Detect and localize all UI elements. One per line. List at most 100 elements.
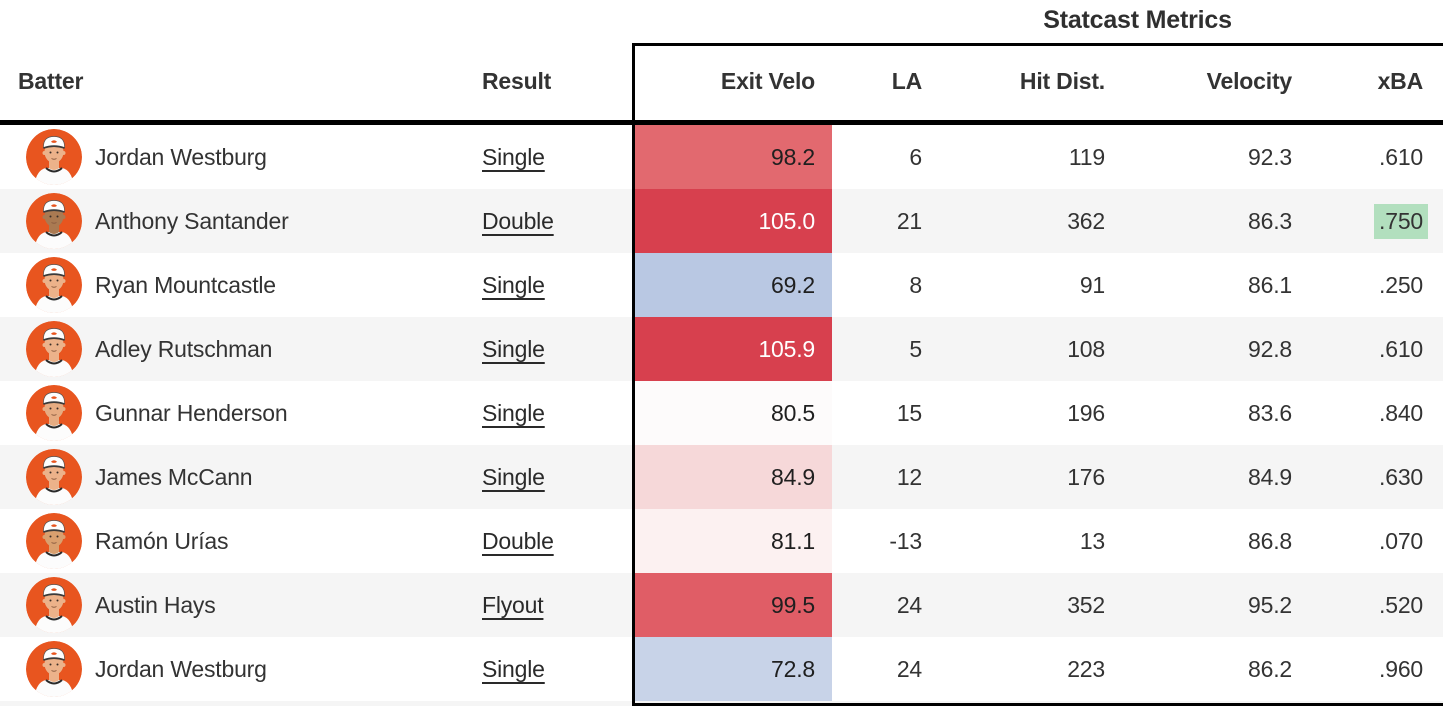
batter-cell: Adley Rutschman: [0, 317, 480, 381]
player-avatar-icon: [26, 577, 82, 633]
exit-velo-cell: 98.2: [632, 125, 832, 189]
batter-cell: Ramón Urías: [0, 509, 480, 573]
pitch-velocity-cell: 86.8: [1248, 527, 1292, 554]
hit-distance-cell: 108: [1067, 335, 1105, 362]
xba-cell: .250: [1312, 272, 1443, 299]
exit-velo-cell: 80.5: [632, 381, 832, 445]
hit-distance-cell: 362: [1067, 207, 1105, 234]
batter-cell: Gunnar Henderson: [0, 381, 480, 445]
exit-velo-cell: 84.9: [632, 445, 832, 509]
result-link[interactable]: Single: [482, 335, 545, 362]
xba-value: .520: [1379, 591, 1423, 618]
result-cell: Single: [480, 144, 632, 171]
launch-angle-cell: 24: [896, 655, 922, 682]
player-name: Ramón Urías: [95, 527, 229, 554]
xba-cell: .520: [1312, 592, 1443, 619]
xba-value: .750: [1374, 203, 1428, 239]
hit-distance-cell: 223: [1067, 655, 1105, 682]
pitch-velocity-cell: 84.9: [1248, 463, 1292, 490]
batter-cell: Anthony Santander: [0, 189, 480, 253]
player-avatar-icon: [26, 321, 82, 377]
xba-cell: .750: [1312, 203, 1443, 239]
column-header-result: Result: [482, 68, 552, 94]
result-link[interactable]: Single: [482, 399, 545, 426]
xba-value: .840: [1379, 399, 1423, 426]
exit-velo-cell: 72.8: [632, 637, 832, 701]
player-avatar-icon: [26, 641, 82, 697]
player-avatar-icon: [26, 513, 82, 569]
launch-angle-cell: 5: [909, 335, 922, 362]
xba-cell: .610: [1312, 144, 1443, 171]
batter-cell: James McCann: [0, 445, 480, 509]
hit-distance-cell: 91: [1079, 271, 1105, 298]
launch-angle-cell: 6: [909, 143, 922, 170]
exit-velo-cell: 69.2: [632, 253, 832, 317]
player-name: Jordan Westburg: [95, 143, 267, 170]
result-link[interactable]: Double: [482, 207, 554, 234]
player-name: Austin Hays: [95, 591, 216, 618]
xba-value: .610: [1379, 143, 1423, 170]
launch-angle-cell: 12: [896, 463, 922, 490]
hit-distance-cell: 176: [1067, 463, 1105, 490]
table-row: James McCann Single 84.9 12 176 84.9 .63…: [0, 445, 1443, 509]
pitch-velocity-cell: 92.3: [1248, 143, 1292, 170]
result-cell: Single: [480, 272, 632, 299]
result-cell: Flyout: [480, 592, 632, 619]
xba-cell: .630: [1312, 464, 1443, 491]
exit-velo-cell: 105.0: [632, 189, 832, 253]
result-cell: Single: [480, 656, 632, 683]
hit-distance-cell: 196: [1067, 399, 1105, 426]
column-header-batter: Batter: [18, 68, 84, 94]
table-row: Austin Hays Flyout 99.5 24 352 95.2 .520: [0, 573, 1443, 637]
column-header-row: Batter Result Exit Velo LA Hit Dist. Vel…: [0, 43, 1443, 125]
xba-value: .610: [1379, 335, 1423, 362]
player-name: Anthony Santander: [95, 207, 289, 234]
launch-angle-cell: -13: [889, 527, 922, 554]
table-row: Jordan Westburg Single 98.2 6 119 92.3 .…: [0, 125, 1443, 189]
column-header-velocity: Velocity: [1206, 68, 1293, 94]
result-cell: Double: [480, 208, 632, 235]
launch-angle-cell: 15: [896, 399, 922, 426]
pitch-velocity-cell: 95.2: [1248, 591, 1292, 618]
table-row: Anthony Santander Double 105.0 21 362 86…: [0, 189, 1443, 253]
result-link[interactable]: Flyout: [482, 591, 544, 618]
result-link[interactable]: Double: [482, 527, 554, 554]
hit-distance-cell: 352: [1067, 591, 1105, 618]
xba-cell: .070: [1312, 528, 1443, 555]
launch-angle-cell: 24: [896, 591, 922, 618]
result-cell: Single: [480, 400, 632, 427]
batter-cell: Austin Hays: [0, 573, 480, 637]
next-row-sliver: [0, 701, 1443, 706]
result-link[interactable]: Single: [482, 463, 545, 490]
pitch-velocity-cell: 86.3: [1248, 207, 1292, 234]
hit-distance-cell: 119: [1068, 143, 1105, 170]
result-link[interactable]: Single: [482, 655, 545, 682]
hit-distance-cell: 13: [1079, 527, 1105, 554]
pitch-velocity-cell: 92.8: [1248, 335, 1292, 362]
player-name: James McCann: [95, 463, 253, 490]
pitch-velocity-cell: 86.1: [1248, 271, 1292, 298]
xba-value: .250: [1379, 271, 1423, 298]
player-avatar-icon: [26, 129, 82, 185]
result-cell: Single: [480, 464, 632, 491]
batter-cell: Jordan Westburg: [0, 637, 480, 701]
exit-velo-cell: 105.9: [632, 317, 832, 381]
table-row: Gunnar Henderson Single 80.5 15 196 83.6…: [0, 381, 1443, 445]
pitch-velocity-cell: 83.6: [1248, 399, 1292, 426]
result-cell: Single: [480, 336, 632, 363]
xba-cell: .610: [1312, 336, 1443, 363]
result-link[interactable]: Single: [482, 143, 545, 170]
xba-cell: .840: [1312, 400, 1443, 427]
batter-cell: Jordan Westburg: [0, 125, 480, 189]
batter-cell: Ryan Mountcastle: [0, 253, 480, 317]
result-link[interactable]: Single: [482, 271, 545, 298]
table-row: Ramón Urías Double 81.1 -13 13 86.8 .070: [0, 509, 1443, 573]
xba-value: .070: [1379, 527, 1423, 554]
player-avatar-icon: [26, 257, 82, 313]
player-name: Ryan Mountcastle: [95, 271, 276, 298]
group-header-row: Statcast Metrics: [0, 0, 1443, 43]
xba-value: .630: [1379, 463, 1423, 490]
pitch-velocity-cell: 86.2: [1248, 655, 1292, 682]
column-header-exit-velo: Exit Velo: [720, 68, 815, 94]
launch-angle-cell: 8: [909, 271, 922, 298]
